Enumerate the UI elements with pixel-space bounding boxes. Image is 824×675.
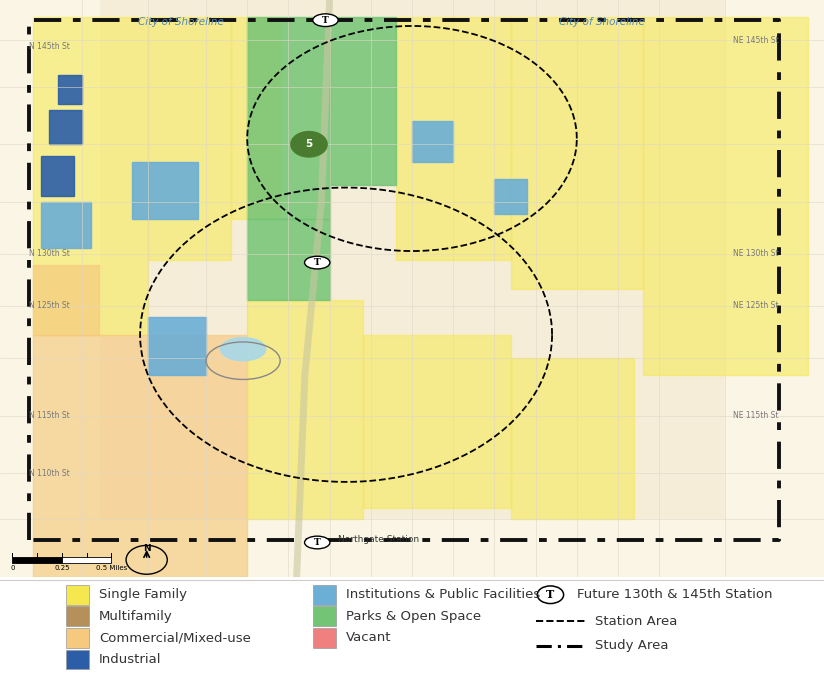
Bar [12,557,62,563]
Text: Parks & Open Space: Parks & Open Space [346,610,481,623]
Text: City of Shoreline: City of Shoreline [138,18,224,27]
Text: 0.25: 0.25 [54,565,69,571]
Text: NE 145th St: NE 145th St [733,36,779,45]
Text: NE 125th St: NE 125th St [733,301,779,310]
Text: NE 130th St: NE 130th St [733,250,779,259]
Bar [247,18,330,219]
Text: T: T [546,589,555,600]
Text: N 145th St: N 145th St [29,42,70,51]
Text: Multifamily: Multifamily [99,610,173,623]
Text: T: T [322,16,329,25]
Bar [247,219,330,300]
Bar [58,75,82,104]
Bar [511,358,634,520]
Bar [148,317,206,375]
Bar [412,122,453,161]
Bar [330,18,396,185]
Bar [49,109,82,144]
Bar [66,585,89,605]
Text: Study Area: Study Area [595,639,668,652]
Text: Station Area: Station Area [595,615,677,628]
Text: 0.5 Miles: 0.5 Miles [96,565,127,571]
Text: N: N [143,544,151,553]
Bar [313,628,336,647]
Bar [33,335,247,577]
Bar [33,18,148,335]
Bar [0,520,824,577]
Bar [511,18,643,289]
Bar [643,18,808,375]
Text: N 110th St: N 110th St [29,468,69,478]
Bar [62,557,111,563]
Text: Industrial: Industrial [99,653,162,666]
Ellipse shape [313,14,338,26]
Bar [66,649,89,669]
Bar [33,265,99,335]
Bar [41,202,91,248]
Ellipse shape [305,256,330,269]
Bar [313,585,336,605]
Text: City of Shoreline: City of Shoreline [559,18,644,27]
Ellipse shape [305,536,330,549]
Bar [313,606,336,626]
Text: 5: 5 [306,139,312,149]
Text: T: T [314,538,321,547]
Bar [231,18,280,219]
Text: T: T [314,258,321,267]
Bar [494,179,527,213]
Bar [0,0,99,577]
Text: Commercial/Mixed-use: Commercial/Mixed-use [99,631,250,645]
Bar [66,606,89,626]
Bar [363,335,511,508]
Bar [148,18,231,260]
Text: NE 115th St: NE 115th St [733,411,779,420]
Text: Single Family: Single Family [99,588,187,601]
Circle shape [291,132,327,157]
Text: N 115th St: N 115th St [29,411,69,420]
Text: Institutions & Public Facilities: Institutions & Public Facilities [346,588,541,601]
Bar [396,18,511,260]
Bar [247,300,363,520]
Bar [725,0,824,577]
Ellipse shape [220,338,265,360]
Text: N 125th St: N 125th St [29,301,69,310]
Text: Vacant: Vacant [346,631,391,645]
Bar [66,628,89,647]
Text: N 130th St: N 130th St [29,250,70,259]
Bar [41,156,74,196]
Text: Future 130th & 145th Station: Future 130th & 145th Station [577,588,772,601]
Text: Northgate Station: Northgate Station [338,535,419,544]
Text: 0: 0 [10,565,15,571]
Bar [132,161,198,219]
